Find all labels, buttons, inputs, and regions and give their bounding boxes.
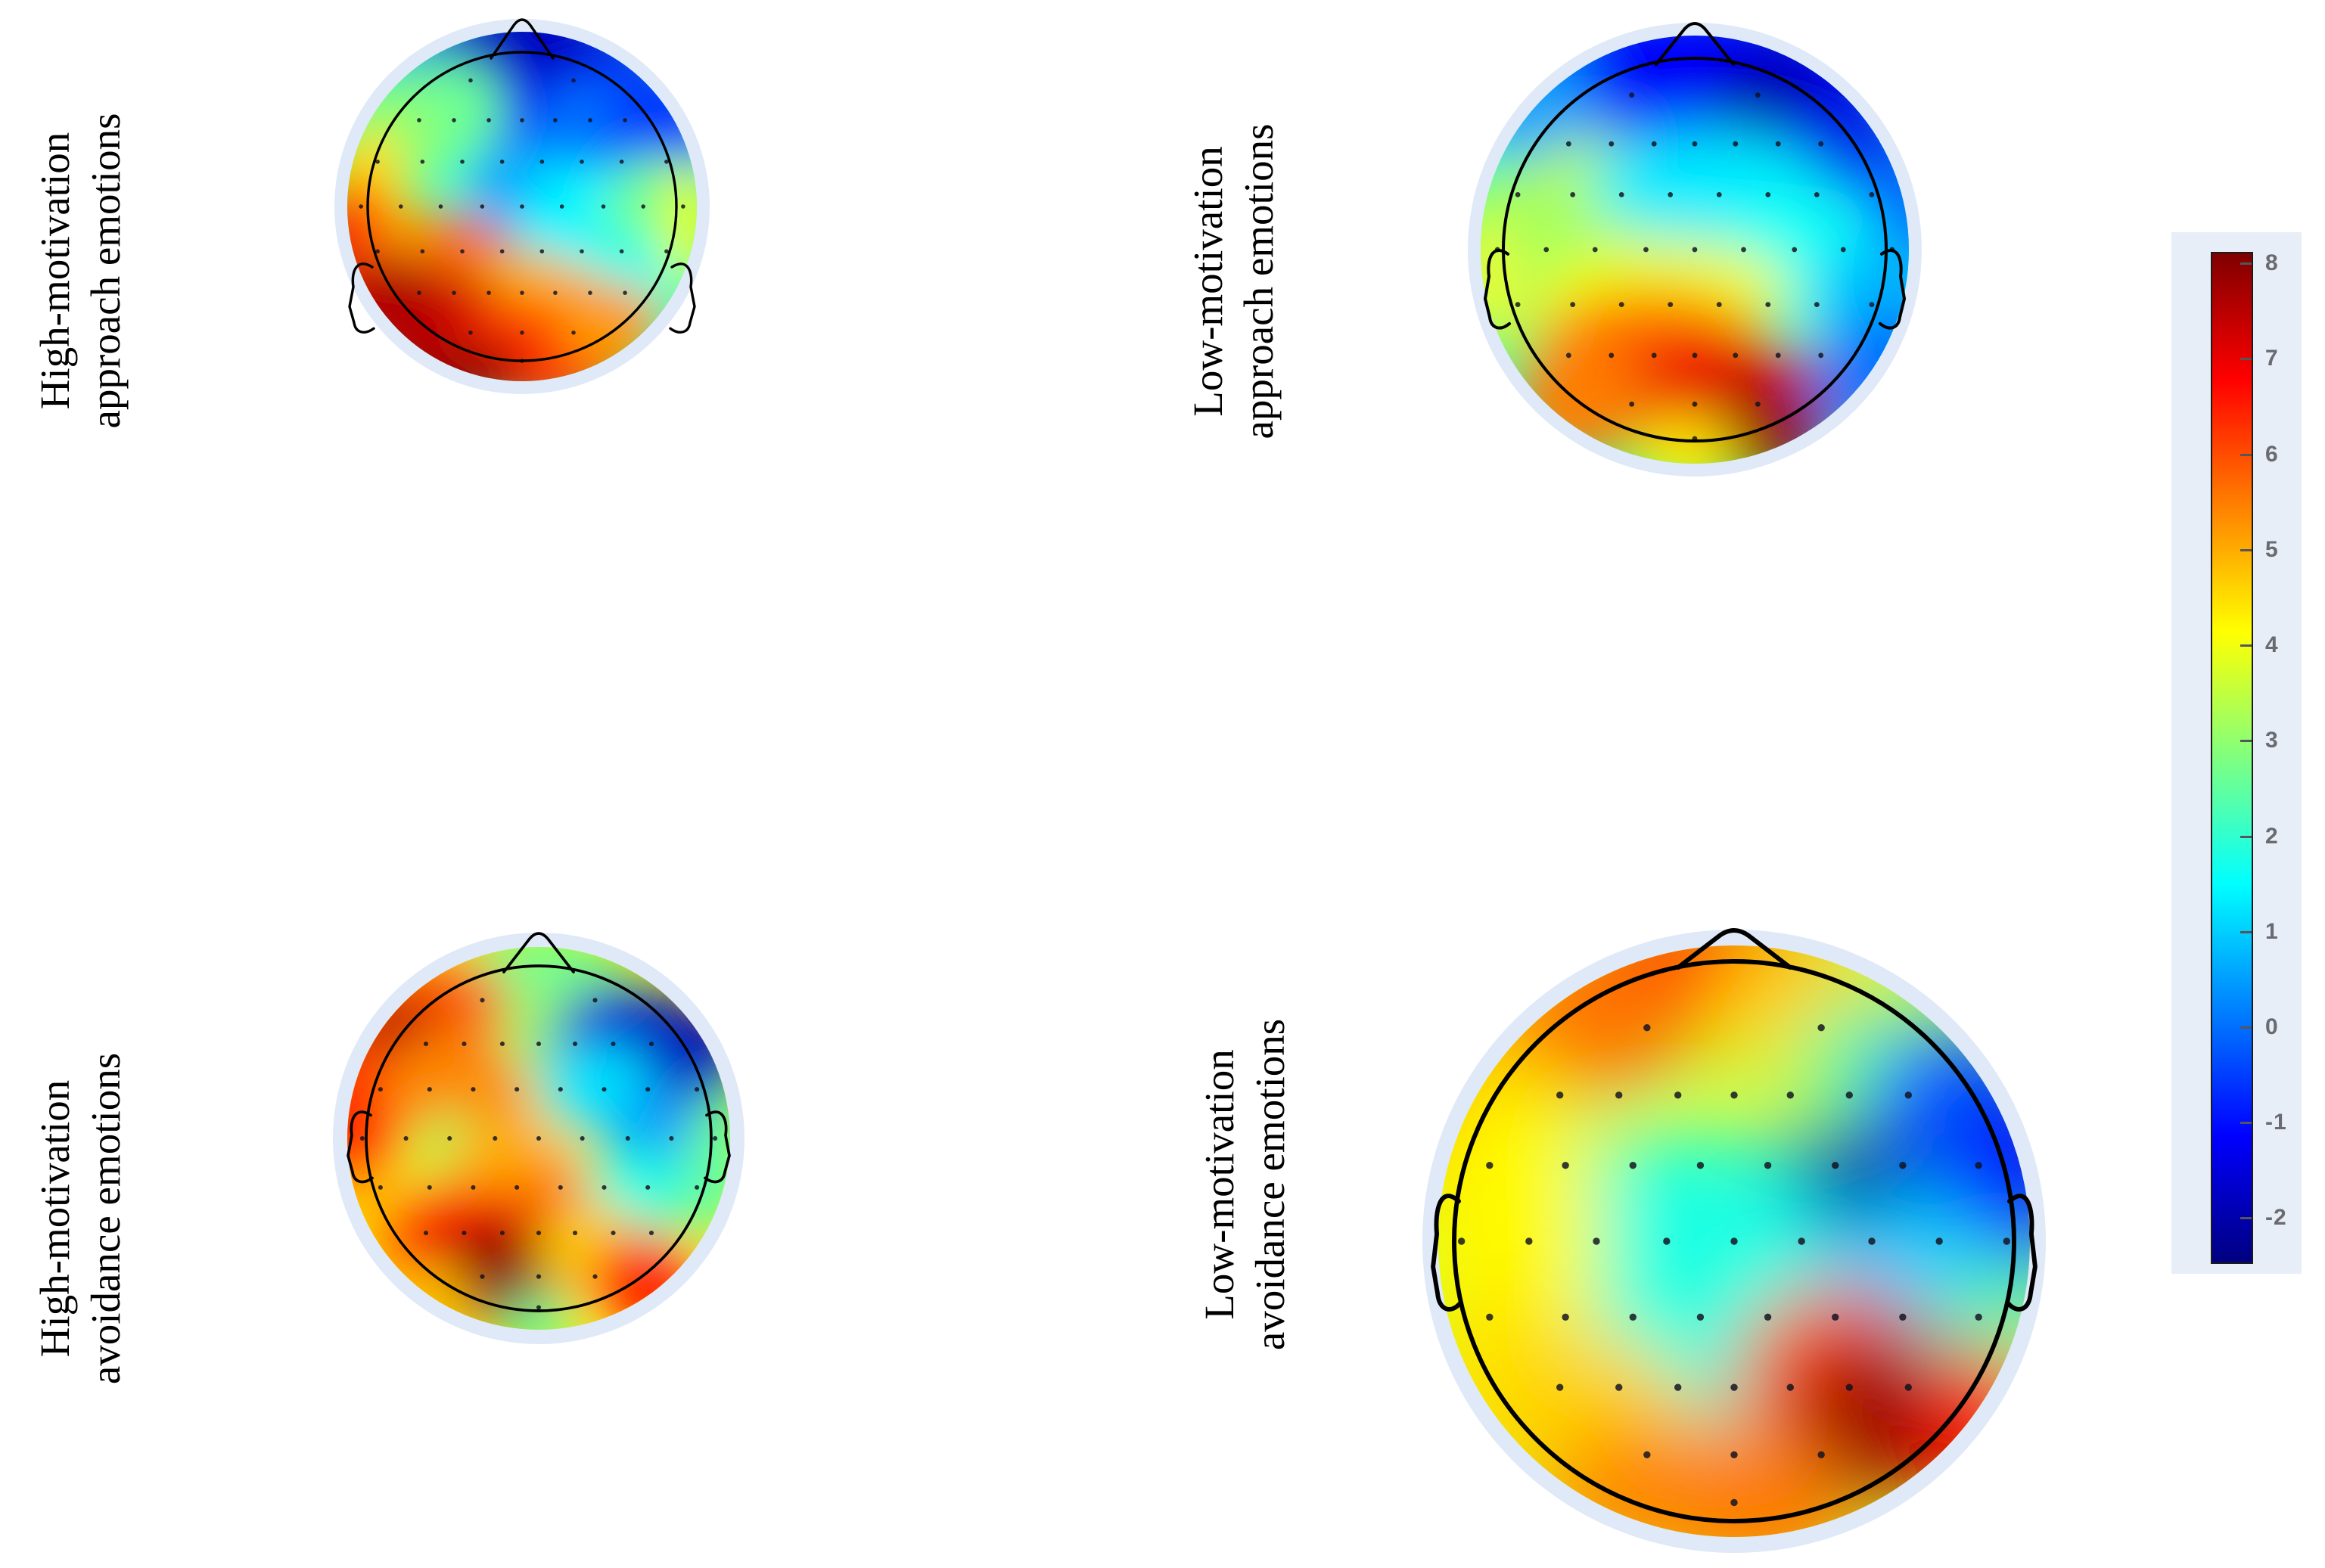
head-outline <box>1431 928 2037 1523</box>
colorbar-tick-label: -2 <box>2265 1205 2287 1231</box>
nose-icon <box>502 932 575 973</box>
ear-left-icon <box>347 1110 374 1184</box>
colorbar-tick-mark <box>2240 1026 2252 1029</box>
scalp-field <box>1481 36 1909 464</box>
row-label-low-approach: Low-motivation approach emotions <box>1183 124 1284 439</box>
topomap-low-motivation-avoidance <box>1422 928 2046 1553</box>
row-label-line1: Low-motivation <box>1195 1049 1242 1320</box>
colorbar-tick-label: 3 <box>2265 728 2279 753</box>
nose-icon <box>1676 928 1792 970</box>
nose-icon <box>490 18 555 60</box>
topomap-low-motivation-approach <box>1468 21 1922 477</box>
colorbar-tick-label: 8 <box>2265 250 2279 276</box>
row-label-line1: High-motivation <box>31 1079 78 1358</box>
colorbar-tick-mark <box>2240 644 2252 647</box>
head-circle <box>1501 56 1888 443</box>
colorbar-tick-mark <box>2240 1217 2252 1220</box>
row-label-low-avoidance: Low-motivation avoidance emotions <box>1194 1019 1295 1350</box>
head-circle <box>1452 959 2016 1523</box>
colorbar-gradient <box>2211 252 2253 1264</box>
colorbar-tick-mark <box>2240 453 2252 456</box>
colorbar-tick-label: 0 <box>2265 1014 2279 1039</box>
ear-left-icon <box>348 262 375 334</box>
colorbar-tick-mark <box>2240 358 2252 361</box>
electrode-dots <box>359 998 718 1310</box>
colorbar-tick-mark <box>2240 1122 2252 1125</box>
colorbar-tick-label: 6 <box>2265 441 2279 467</box>
colorbar-tick-mark <box>2240 740 2252 743</box>
ear-right-icon <box>704 1110 731 1184</box>
ear-right-icon <box>1878 249 1907 330</box>
colorbar-tick-label: -1 <box>2265 1110 2287 1135</box>
colorbar-tick-mark <box>2240 930 2252 933</box>
colorbar-tick-mark <box>2240 262 2252 265</box>
row-label-line1: High-motivation <box>31 132 78 410</box>
colorbar-tick-label: 5 <box>2265 536 2279 562</box>
head-outline <box>1483 21 1907 443</box>
row-label-high-approach: High-motivation approach emotions <box>30 113 131 429</box>
colorbar-tick-mark <box>2240 835 2252 838</box>
head-outline <box>347 932 731 1312</box>
ear-right-icon <box>2006 1194 2037 1312</box>
topomap-high-motivation-avoidance <box>333 932 744 1344</box>
colorbar-tick-label: 7 <box>2265 346 2279 371</box>
head-circle <box>365 964 713 1312</box>
nose-icon <box>1654 21 1736 67</box>
electrode-dots <box>359 78 685 363</box>
ear-left-icon <box>1431 1194 1462 1312</box>
colorbar-tick-label: 2 <box>2265 823 2279 849</box>
topomap-high-motivation-approach <box>334 18 710 394</box>
colorbar-tick-label: 1 <box>2265 918 2279 944</box>
electrode-dots <box>1458 1024 2010 1507</box>
ear-right-icon <box>669 262 696 334</box>
row-label-line2: approach emotions <box>82 113 129 429</box>
colorbar-tick-mark <box>2240 548 2252 551</box>
row-label-line2: approach emotions <box>1236 123 1282 439</box>
ear-left-icon <box>1483 249 1512 330</box>
row-label-high-avoidance: High-motivation avoidance emotions <box>30 1053 131 1384</box>
row-label-line1: Low-motivation <box>1184 146 1231 417</box>
colorbar-tick-label: 4 <box>2265 632 2279 658</box>
head-circle <box>366 51 678 362</box>
head-outline <box>348 18 696 362</box>
row-label-line2: avoidance emotions <box>1247 1018 1293 1351</box>
colorbar-panel: 8 7 6 5 4 3 2 1 0 -1 -2 <box>2171 232 2302 1274</box>
row-label-line2: avoidance emotions <box>82 1052 129 1385</box>
